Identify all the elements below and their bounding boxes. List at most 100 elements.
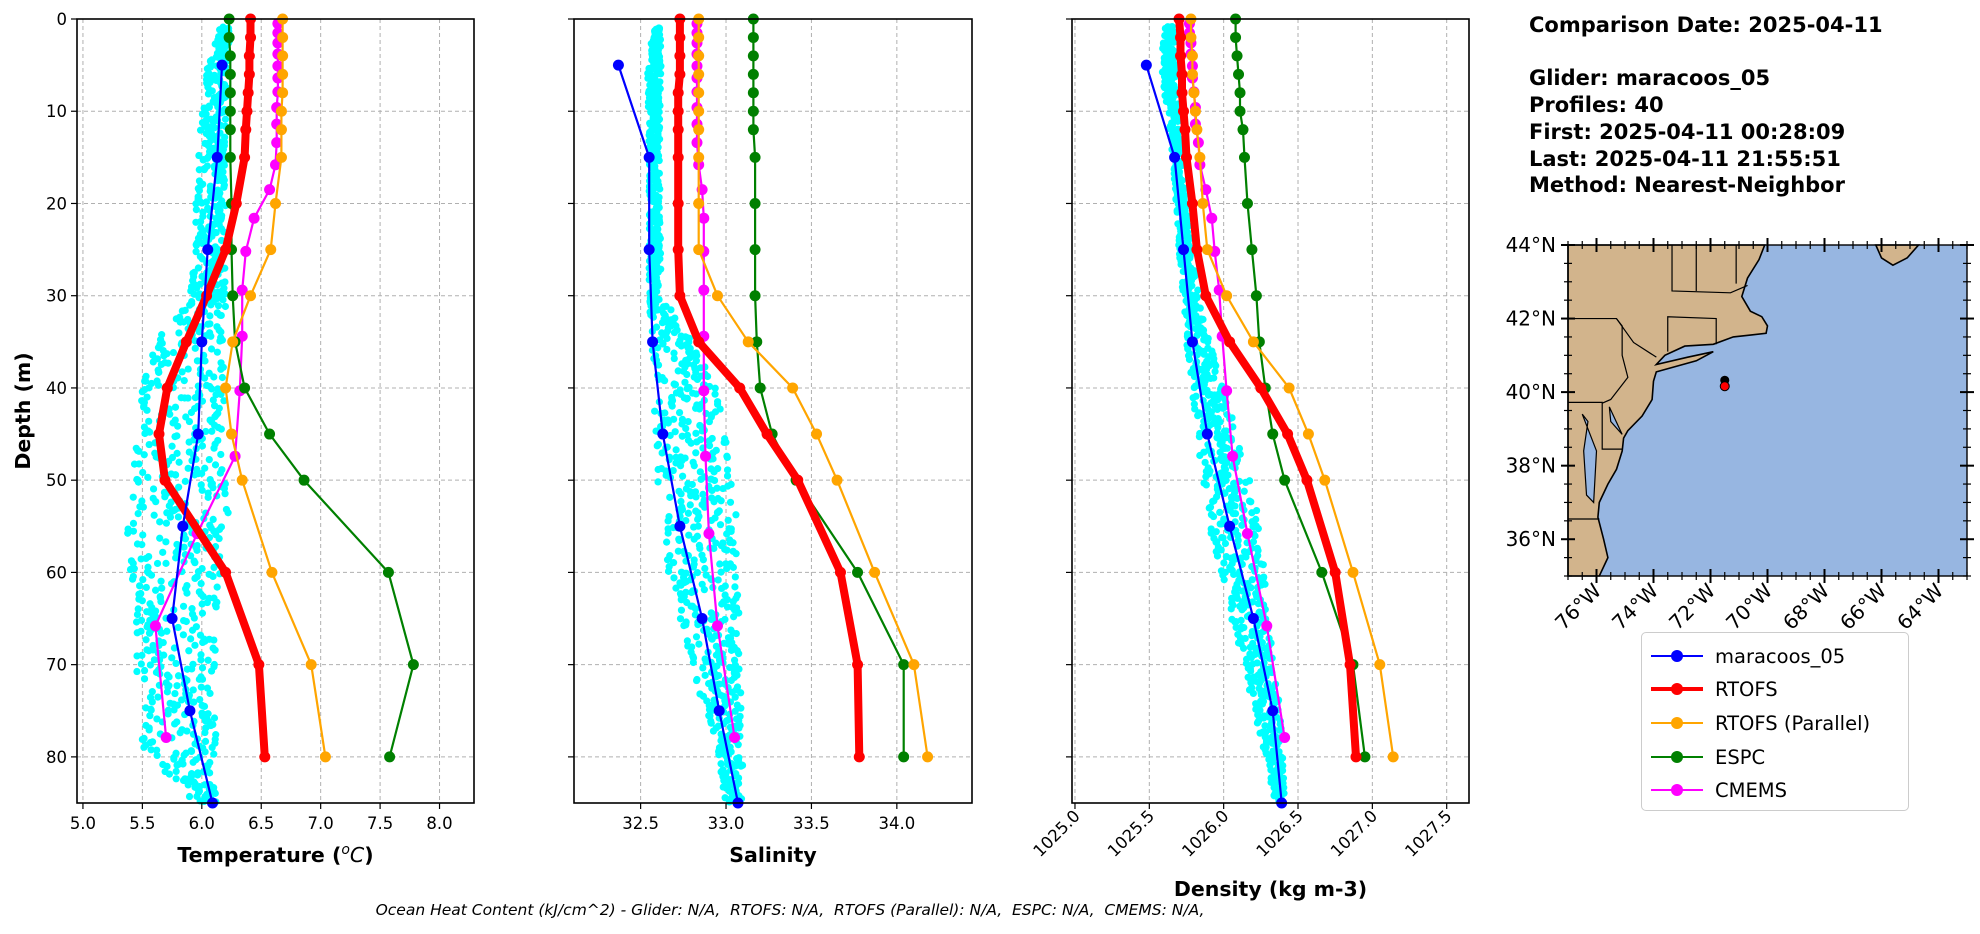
glider-scatter-point: [164, 710, 172, 718]
glider-scatter-point: [1267, 778, 1275, 786]
glider-scatter-point: [134, 478, 143, 486]
glider-scatter-point: [195, 328, 203, 336]
data-point: [1197, 197, 1209, 209]
glider-scatter-point: [204, 656, 212, 664]
glider-scatter-point: [211, 421, 219, 429]
glider-scatter-point: [676, 615, 685, 623]
data-point: [1347, 566, 1359, 578]
data-point: [224, 105, 236, 117]
data-point: [153, 428, 165, 440]
data-point: [703, 528, 715, 540]
glider-scatter-point: [216, 469, 224, 477]
x-axis-label-part: C: [350, 843, 365, 867]
data-point: [747, 87, 759, 99]
series-rtofs: [672, 13, 865, 763]
legend-item-cmems: CMEMS: [1642, 775, 1908, 805]
glider-scatter-point: [178, 307, 186, 315]
glider-scatter-point: [147, 746, 155, 754]
data-point: [270, 197, 281, 209]
data-point: [672, 124, 684, 136]
glider-scatter-point: [677, 497, 685, 506]
data-point: [1186, 68, 1198, 80]
data-point: [159, 474, 171, 486]
glider-scatter-point: [663, 538, 671, 546]
data-point: [693, 68, 705, 80]
glider-scatter-point: [217, 425, 225, 433]
glider-scatter-point: [144, 473, 152, 481]
glider-scatter-point: [145, 726, 153, 734]
map-lon-label: 72°W: [1664, 578, 1720, 634]
data-point: [696, 613, 708, 625]
glider-scatter-point: [1247, 498, 1255, 506]
data-point: [1224, 520, 1236, 532]
data-point: [1186, 336, 1198, 348]
data-point: [1189, 105, 1201, 117]
data-point: [192, 428, 204, 440]
glider-scatter-point: [735, 650, 743, 658]
glider-scatter-point: [157, 360, 165, 369]
glider-scatter-point: [1239, 644, 1248, 652]
glider-scatter-point: [670, 328, 679, 337]
glider-scatter-point: [654, 60, 663, 68]
glider-scatter-point: [656, 185, 664, 193]
glider-scatter-point: [705, 442, 714, 450]
data-point: [382, 566, 394, 578]
glider-scatter-point: [173, 761, 181, 769]
glider-scatter-point: [162, 559, 170, 567]
glider-scatter-point: [737, 689, 745, 697]
map-inset: 36°N 38°N 40°N 42°N 44°N 76°W 74°W 72°W 70°W 68°W…: [1506, 233, 1974, 635]
data-point: [277, 31, 289, 43]
data-point: [693, 151, 705, 163]
glider-scatter-point: [205, 570, 213, 578]
glider-scatter-point: [700, 586, 708, 594]
glider-scatter-point: [1261, 722, 1269, 730]
glider-scatter-point: [710, 544, 718, 553]
glider-scatter-point: [711, 384, 719, 392]
glider-scatter-point: [130, 565, 138, 573]
map-lat-label: 44°N: [1506, 233, 1556, 257]
glider-scatter-point: [165, 770, 174, 778]
glider-scatter-point: [1259, 561, 1267, 569]
glider-scatter-point: [717, 760, 725, 768]
glider-scatter-point: [187, 408, 195, 417]
data-point: [245, 31, 257, 43]
glider-scatter-point: [179, 602, 188, 610]
data-point: [236, 474, 248, 486]
glider-scatter-point: [195, 675, 203, 683]
state-border: [1568, 317, 1657, 358]
glider-scatter-point: [732, 629, 740, 638]
glider-scatter-point: [700, 503, 709, 511]
data-point: [742, 336, 754, 348]
glider-scatter-point: [191, 641, 199, 649]
glider-scatter-point: [162, 538, 170, 546]
data-point: [1169, 151, 1181, 163]
data-point: [243, 50, 255, 62]
glider-scatter-point: [211, 646, 219, 654]
data-point: [1247, 613, 1259, 625]
glider-scatter-point: [198, 701, 206, 710]
glider-scatter-point: [214, 302, 223, 310]
glider-scatter-point: [1258, 639, 1266, 647]
glider-scatter-point: [668, 402, 676, 410]
data-point: [1350, 751, 1362, 763]
data-point: [729, 732, 741, 744]
legend-item-rtofs-parallel: RTOFS (Parallel): [1642, 708, 1908, 738]
data-point: [672, 87, 684, 99]
glider-scatter-point: [680, 394, 688, 402]
glider-scatter-point: [139, 468, 147, 477]
glider-scatter-point: [184, 365, 192, 373]
data-point: [657, 428, 669, 440]
data-point: [693, 87, 705, 99]
glider-scatter-point: [174, 672, 183, 680]
data-point: [674, 290, 686, 302]
glider-scatter-point: [689, 458, 697, 466]
glider-scatter-point: [221, 302, 229, 311]
glider-scatter-point: [197, 579, 205, 588]
glider-scatter-point: [676, 579, 684, 587]
glider-scatter-point: [1199, 330, 1208, 338]
glider-scatter-point: [148, 698, 156, 706]
x-tick-label: 6.5: [248, 814, 274, 833]
data-point: [223, 31, 235, 43]
glider-scatter-point: [685, 338, 693, 346]
glider-scatter-point: [204, 493, 212, 501]
